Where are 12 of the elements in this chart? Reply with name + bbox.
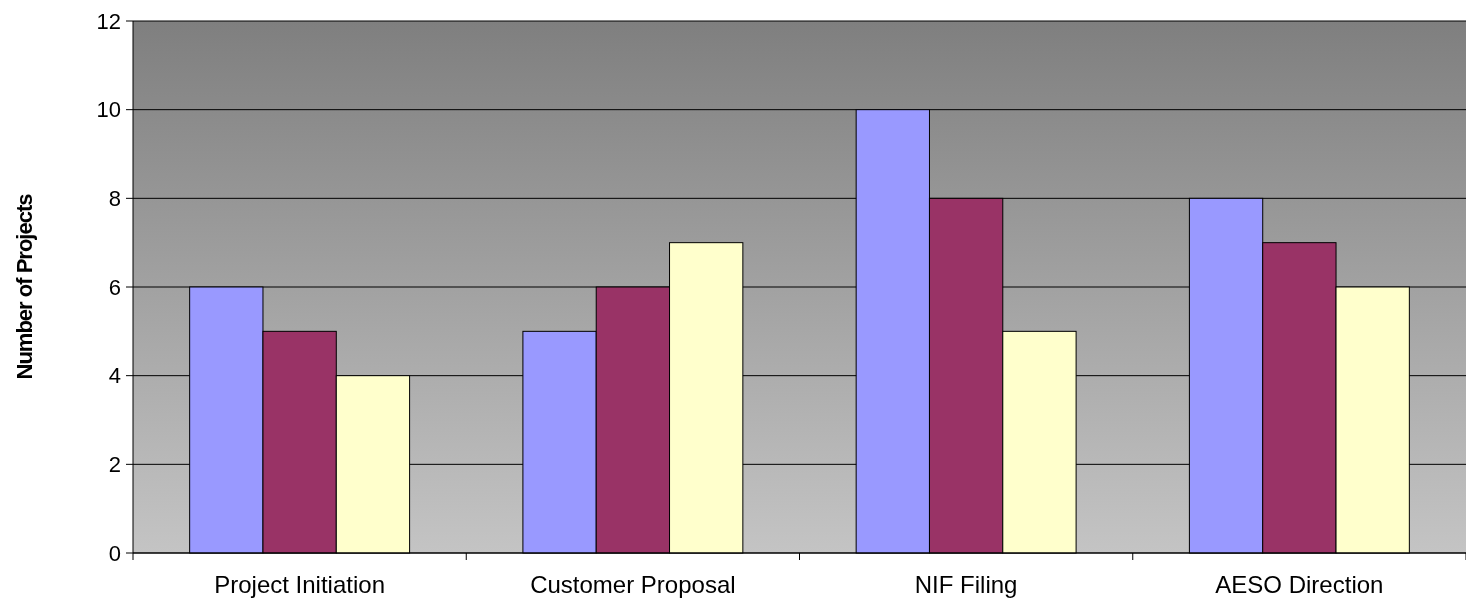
- y-tick-label: 8: [108, 186, 121, 212]
- y-tick-label: 4: [108, 363, 121, 389]
- x-tick-label: NIF Filing: [914, 571, 1018, 598]
- y-axis-title: Number of Projects: [12, 193, 37, 380]
- y-tick-label: 0: [108, 540, 121, 566]
- y-tick-label: 10: [96, 97, 121, 123]
- x-tick-label: AESO Direction: [1215, 571, 1384, 598]
- y-tick-label: 2: [108, 452, 121, 478]
- x-tick-label: Project Initiation: [214, 571, 386, 598]
- y-tick-label: 12: [96, 8, 121, 34]
- y-tick-label: 6: [108, 274, 121, 300]
- x-tick-label: Customer Proposal: [530, 571, 736, 598]
